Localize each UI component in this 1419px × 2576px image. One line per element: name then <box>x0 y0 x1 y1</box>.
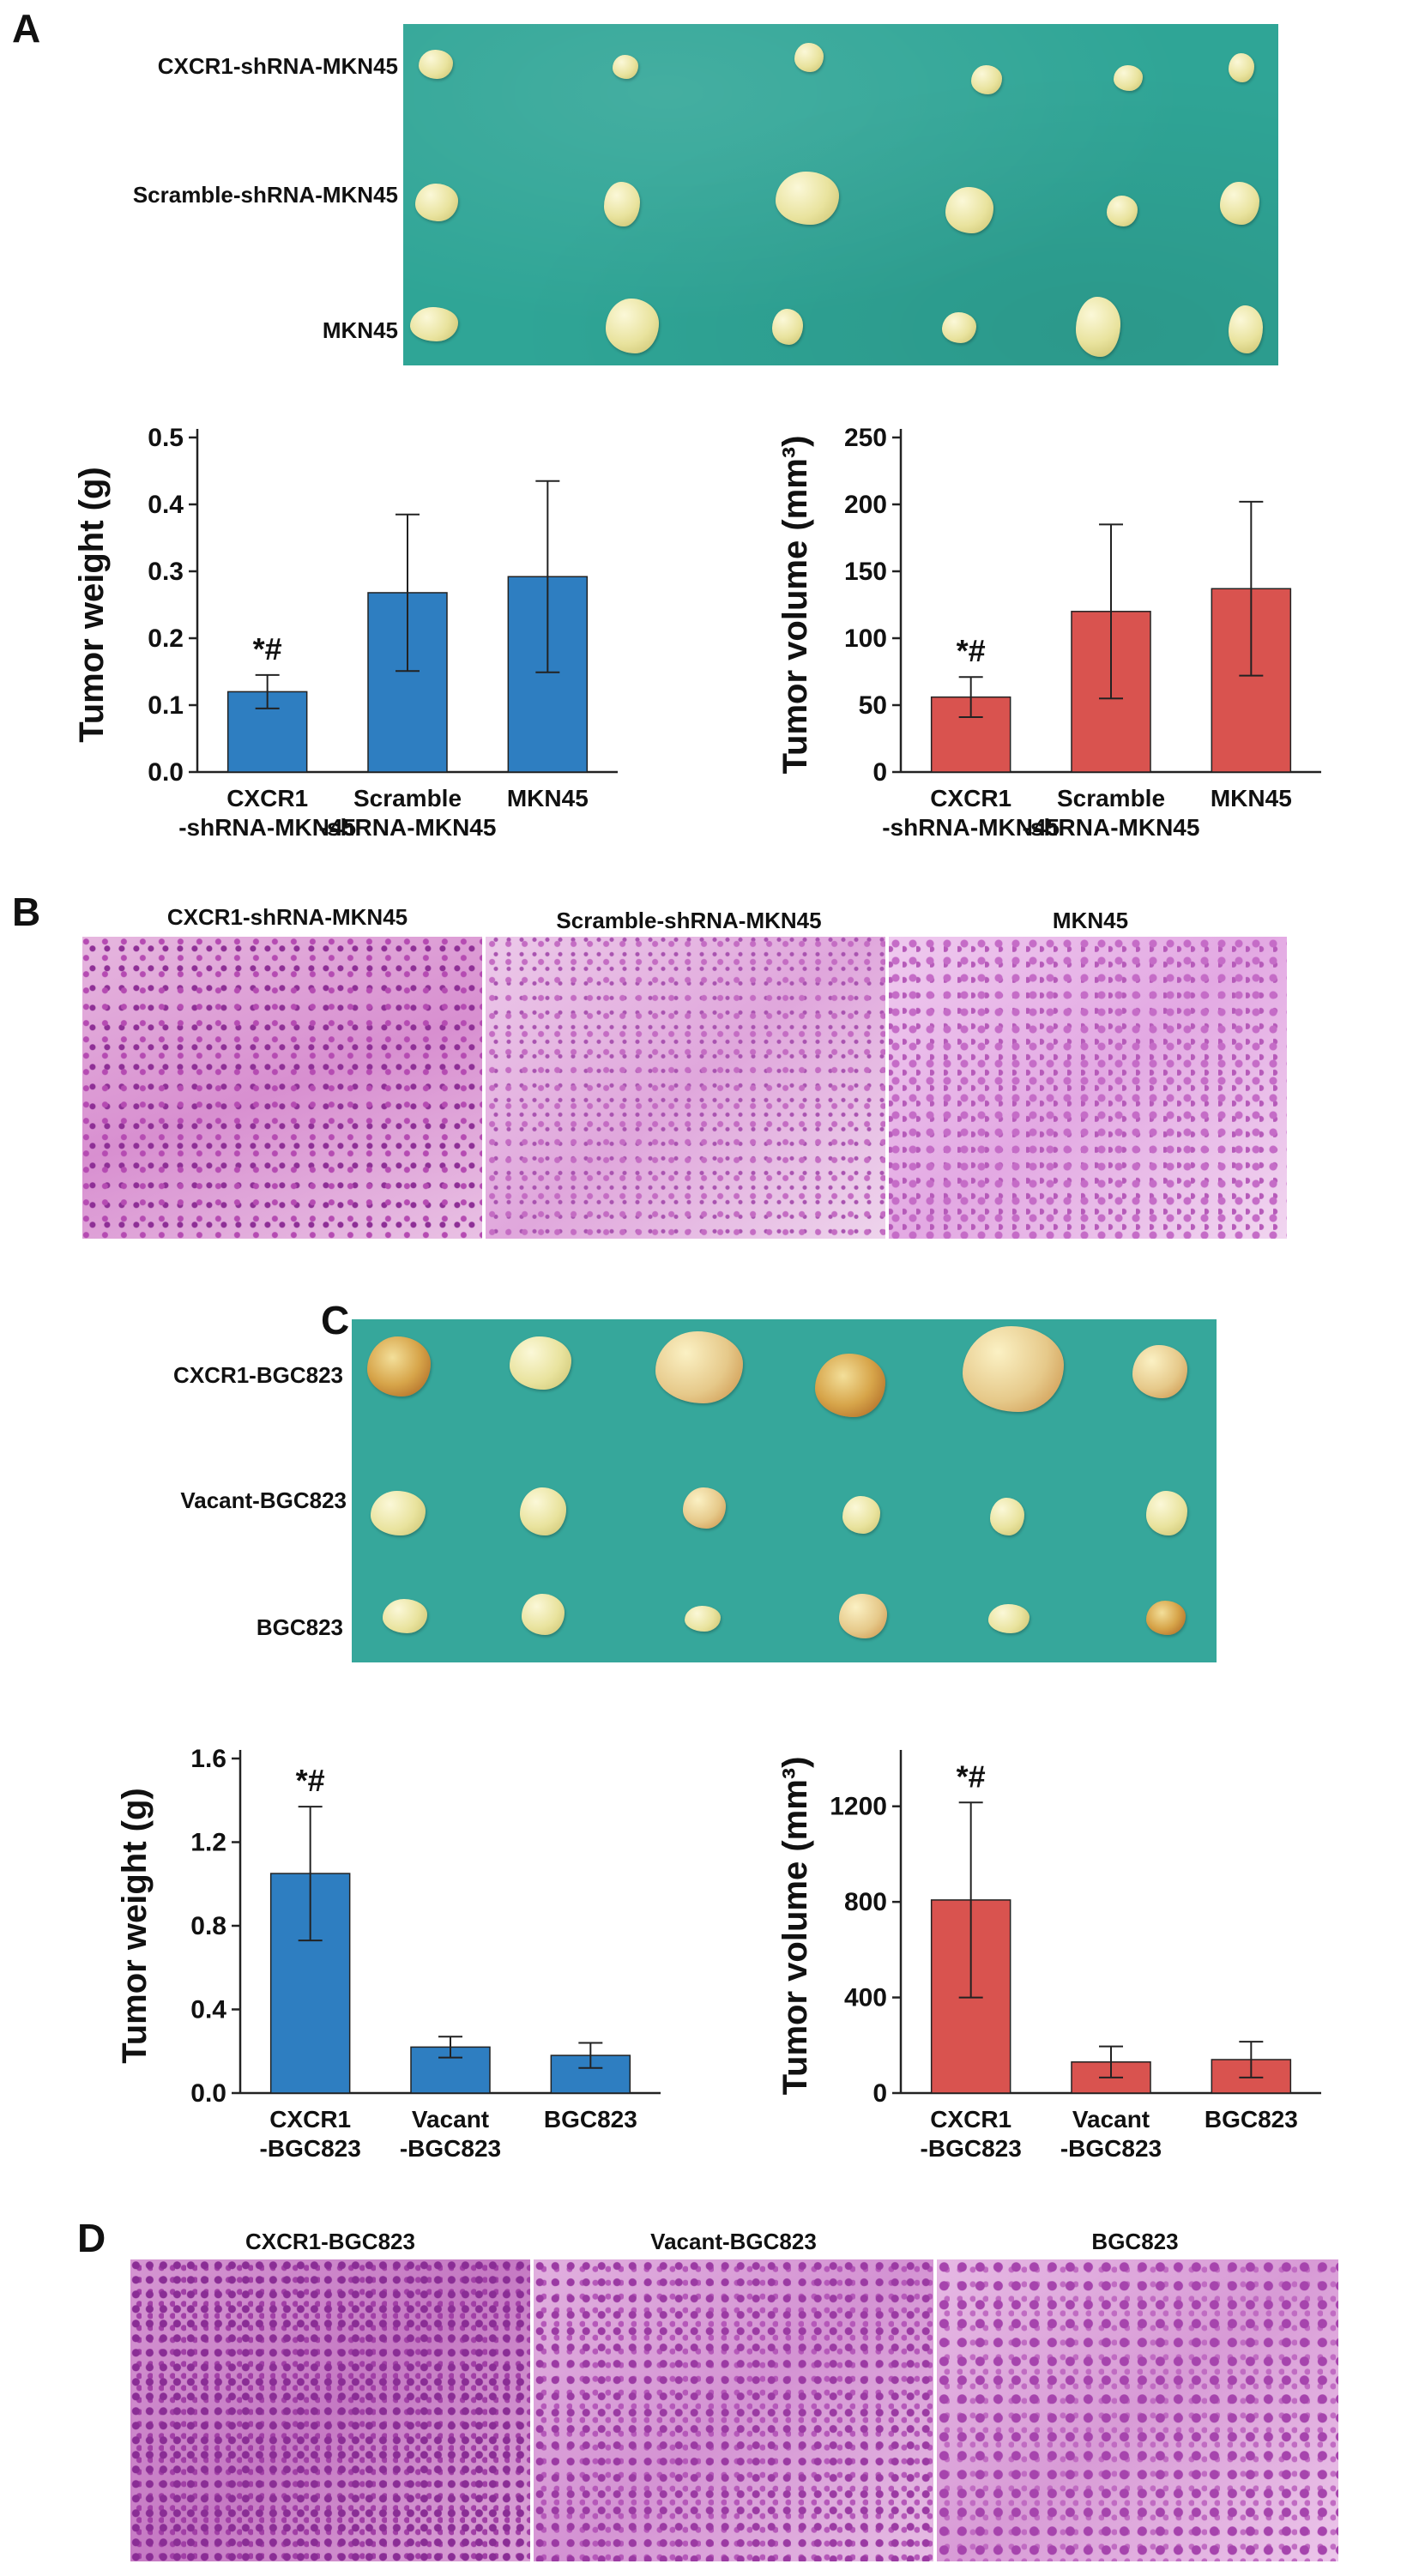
x-tick-label: CXCR1 -BGC823 <box>921 2106 1022 2162</box>
row-label-scramble-shrna: Scramble-shRNA-MKN45 <box>132 182 398 208</box>
x-tick-label: CXCR1 -shRNA-MKN45 <box>178 785 356 841</box>
histology-image-cxcr1-bgc823 <box>130 2259 530 2561</box>
y-tick-label: 0 <box>873 2079 887 2108</box>
row-label-mkn45: MKN45 <box>322 317 398 343</box>
histo-label-vacant-bgc823: Vacant-BGC823 <box>650 2229 817 2254</box>
histology-image-mkn45 <box>889 937 1287 1239</box>
y-tick-label: 150 <box>844 558 887 586</box>
x-tick-label: Scramble -shRNA-MKN45 <box>319 785 497 841</box>
panel-letter-a: A <box>12 6 41 51</box>
y-tick-label: 0.0 <box>190 2079 226 2108</box>
y-tick-label: 800 <box>844 1888 887 1916</box>
y-tick-label: 200 <box>844 491 887 519</box>
y-axis-label: Tumor weight (g) <box>73 467 111 742</box>
y-tick-label: 0.2 <box>148 624 184 653</box>
y-tick-label: 0 <box>873 758 887 787</box>
y-axis-label: Tumor volume (mm³) <box>776 1757 814 2096</box>
y-tick-label: 50 <box>859 691 887 720</box>
x-tick-label: CXCR1 -BGC823 <box>260 2106 361 2162</box>
chart-tumor-weight-bgc823: 0.0 0.4 0.8 1.2 1.6 Tumor weight (g) *# CXCR1 -B… <box>116 1745 661 2162</box>
row-label-cxcr1-bgc823: CXCR1-BGC823 <box>173 1362 343 1388</box>
histo-label-bgc823-histo: BGC823 <box>1091 2229 1179 2254</box>
histology-image-vacant-bgc823 <box>534 2259 933 2561</box>
row-label-cxcr1-shrna: CXCR1-shRNA-MKN45 <box>157 53 398 79</box>
panel-letter-c: C <box>321 1298 350 1342</box>
y-axis-label: Tumor volume (mm³) <box>776 436 814 775</box>
histology-image-scramble-shrna <box>486 937 885 1239</box>
x-tick-label: Vacant -BGC823 <box>1060 2106 1162 2162</box>
histo-label-mkn45: MKN45 <box>1052 908 1129 933</box>
histo-label-cxcr1-shrna: CXCR1-shRNA-MKN45 <box>166 904 408 930</box>
y-tick-label: 0.3 <box>148 558 184 586</box>
x-tick-label: MKN45 <box>1211 785 1292 811</box>
histo-label-scramble-shrna: Scramble-shRNA-MKN45 <box>556 908 822 933</box>
tumor-photo-c <box>352 1319 1217 1662</box>
row-label-bgc823: BGC823 <box>256 1614 343 1640</box>
y-tick-label: 0.0 <box>148 758 184 787</box>
histo-label-cxcr1-bgc823: CXCR1-BGC823 <box>245 2229 415 2254</box>
x-tick-label: BGC823 <box>544 2106 637 2133</box>
x-tick-label: Scramble -shRNA-MKN45 <box>1023 785 1200 841</box>
panel-letter-d: D <box>77 2216 106 2260</box>
histology-image-bgc823 <box>937 2259 1338 2561</box>
chart-tumor-weight-shrna: 0.0 0.1 0.2 0.3 0.4 0.5 Tumor weight (g) *# CXCR… <box>73 424 618 841</box>
y-tick-label: 0.4 <box>190 1996 226 2024</box>
panel-letter-b: B <box>12 890 41 934</box>
y-tick-label: 100 <box>844 624 887 653</box>
y-tick-label: 1.6 <box>190 1745 226 1773</box>
x-tick-label: MKN45 <box>507 785 589 811</box>
tumor-photo-a <box>403 24 1278 365</box>
chart-tumor-volume-bgc823: 0 400 800 1200 Tumor volume (mm³) *# CXCR1 -BGC… <box>776 1750 1321 2162</box>
row-label-vacant-bgc823: Vacant-BGC823 <box>180 1487 347 1513</box>
y-tick-label: 0.4 <box>148 491 184 519</box>
significance-annotation: *# <box>296 1763 325 1798</box>
y-axis-label: Tumor weight (g) <box>116 1788 154 2063</box>
significance-annotation: *# <box>253 631 282 667</box>
histology-image-cxcr1-shrna <box>82 937 482 1239</box>
y-tick-label: 1200 <box>830 1793 887 1821</box>
significance-annotation: *# <box>957 633 986 668</box>
y-tick-label: 0.8 <box>190 1912 226 1940</box>
significance-annotation: *# <box>957 1759 986 1794</box>
x-tick-label: Vacant -BGC823 <box>400 2106 501 2162</box>
x-tick-label: CXCR1 -shRNA-MKN45 <box>882 785 1060 841</box>
y-tick-label: 1.2 <box>190 1829 226 1857</box>
y-tick-label: 400 <box>844 1984 887 2012</box>
chart-tumor-volume-shrna: 0 50 100 150 200 250 Tumor volume (mm³) *# CXCR1… <box>776 424 1321 841</box>
x-tick-label: BGC823 <box>1205 2106 1298 2133</box>
y-tick-label: 250 <box>844 424 887 452</box>
y-tick-label: 0.5 <box>148 424 184 452</box>
y-tick-label: 0.1 <box>148 691 184 720</box>
